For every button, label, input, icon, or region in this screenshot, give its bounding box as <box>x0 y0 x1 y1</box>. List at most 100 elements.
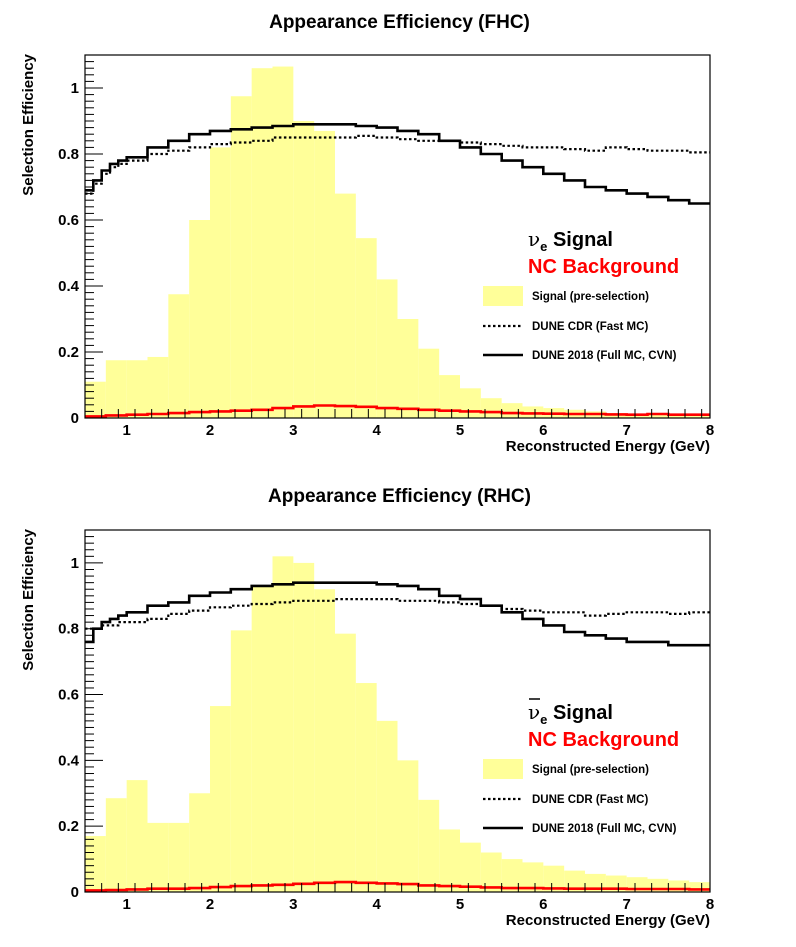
x-tick-label: 3 <box>289 422 297 439</box>
signal-bar <box>210 147 231 418</box>
legend-entry-label: Signal (pre-selection) <box>532 764 649 776</box>
x-axis: 1 2 3 4 5 6 7 8 <box>84 883 714 913</box>
legend-swatch-signal <box>483 286 523 306</box>
y-tick-label: 0.6 <box>58 687 79 704</box>
signal-bar <box>335 193 356 418</box>
chart-panel-fhc: Appearance Efficiency (FHC) 0 0.2 0.4 0.6 0.8… <box>20 12 714 455</box>
signal-bar <box>126 360 148 418</box>
signal-bar <box>230 96 252 418</box>
y-tick-label: 0 <box>71 884 79 901</box>
signal-bar <box>314 130 335 418</box>
signal-bar <box>355 683 377 892</box>
x-tick-label: 7 <box>622 896 630 913</box>
y-tick-label: 0.4 <box>58 278 80 295</box>
series-dune-2018-full-mc-cvn <box>85 123 710 205</box>
signal-bar <box>293 121 315 418</box>
signal-bar <box>147 822 169 892</box>
signal-bar <box>251 68 273 418</box>
legend-entry-label: DUNE CDR (Fast MC) <box>532 321 648 333</box>
signal-bar <box>543 865 565 892</box>
y-axis-label: Selection Efficiency <box>20 528 37 670</box>
y-tick-label: 0.4 <box>58 752 80 769</box>
signal-bar <box>272 66 294 419</box>
signal-bar <box>376 279 398 418</box>
y-tick-label: 0 <box>71 410 79 427</box>
legend-signal-title: νe Signal <box>528 700 613 727</box>
signal-bar <box>189 220 210 418</box>
legend-swatch-signal <box>483 759 523 779</box>
series-nc-background <box>85 880 710 892</box>
y-axis-label: Selection Efficiency <box>20 53 37 195</box>
signal-bar <box>522 862 544 892</box>
signal-bar <box>689 414 710 418</box>
signal-bar <box>668 880 690 892</box>
signal-bar <box>564 870 585 892</box>
signal-bar <box>189 793 210 892</box>
x-tick-label: 4 <box>372 896 381 913</box>
series-nc-background <box>85 404 710 418</box>
y-axis: 0 0.2 0.4 0.6 0.8 1 <box>58 529 103 901</box>
signal-bar <box>335 633 356 892</box>
plot-frame <box>84 529 711 893</box>
x-tick-label: 4 <box>372 422 381 439</box>
x-tick-label: 2 <box>206 896 214 913</box>
signal-histogram <box>85 556 710 892</box>
legend-entry-label: Signal (pre-selection) <box>532 291 649 303</box>
plot-frame <box>84 54 711 419</box>
series-dune-cdr-fast-mc <box>85 598 710 630</box>
x-tick-label: 1 <box>122 422 130 439</box>
y-tick-label: 0.2 <box>58 344 79 361</box>
signal-bar <box>126 780 148 892</box>
chart-title: Appearance Efficiency (FHC) <box>269 12 530 33</box>
x-tick-label: 5 <box>456 896 464 913</box>
legend-signal-title: νe Signal <box>528 227 613 254</box>
signal-bar <box>439 375 460 418</box>
y-axis: 0 0.2 0.4 0.6 0.8 1 <box>58 54 103 427</box>
x-axis: 1 2 3 4 5 6 7 8 <box>84 409 714 439</box>
signal-bar <box>376 720 398 892</box>
y-tick-label: 0.8 <box>58 621 79 638</box>
signal-bar <box>439 829 460 892</box>
signal-bar <box>501 403 523 418</box>
x-tick-label: 6 <box>539 896 547 913</box>
legend-nc-background: NC Background <box>528 256 679 278</box>
signal-histogram <box>85 66 710 419</box>
x-tick-label: 8 <box>706 422 714 439</box>
series-dune-cdr-fast-mc <box>85 134 710 195</box>
signal-bar <box>689 882 710 892</box>
signal-bar <box>647 414 669 418</box>
signal-bar <box>626 414 648 418</box>
signal-bar <box>355 238 377 418</box>
signal-bar <box>314 589 335 892</box>
x-axis-label: Reconstructed Energy (GeV) <box>506 438 710 455</box>
signal-bar <box>293 562 315 892</box>
x-tick-label: 7 <box>622 422 630 439</box>
signal-bar <box>668 414 690 418</box>
legend-entry-label: DUNE CDR (Fast MC) <box>532 794 648 806</box>
x-tick-label: 5 <box>456 422 464 439</box>
y-tick-label: 1 <box>71 80 79 97</box>
x-axis-label: Reconstructed Energy (GeV) <box>506 912 710 929</box>
x-tick-label: 8 <box>706 896 714 913</box>
signal-bar <box>460 842 481 892</box>
y-tick-label: 1 <box>71 555 79 572</box>
signal-bar <box>272 556 294 892</box>
signal-bar <box>418 348 440 418</box>
x-tick-label: 1 <box>122 896 130 913</box>
y-tick-label: 0.8 <box>58 146 79 163</box>
signal-bar <box>105 360 127 418</box>
signal-bar <box>480 852 502 892</box>
x-tick-label: 2 <box>206 422 214 439</box>
signal-bar <box>397 319 419 418</box>
signal-bar <box>168 822 190 892</box>
series-dune-2018-full-mc-cvn <box>85 581 710 647</box>
signal-bar <box>147 356 169 418</box>
signal-bar <box>251 585 273 892</box>
signal-bar <box>230 630 252 892</box>
signal-bar <box>480 398 502 418</box>
legend-entry-label: DUNE 2018 (Full MC, CVN) <box>532 823 677 835</box>
signal-bar <box>418 799 440 892</box>
